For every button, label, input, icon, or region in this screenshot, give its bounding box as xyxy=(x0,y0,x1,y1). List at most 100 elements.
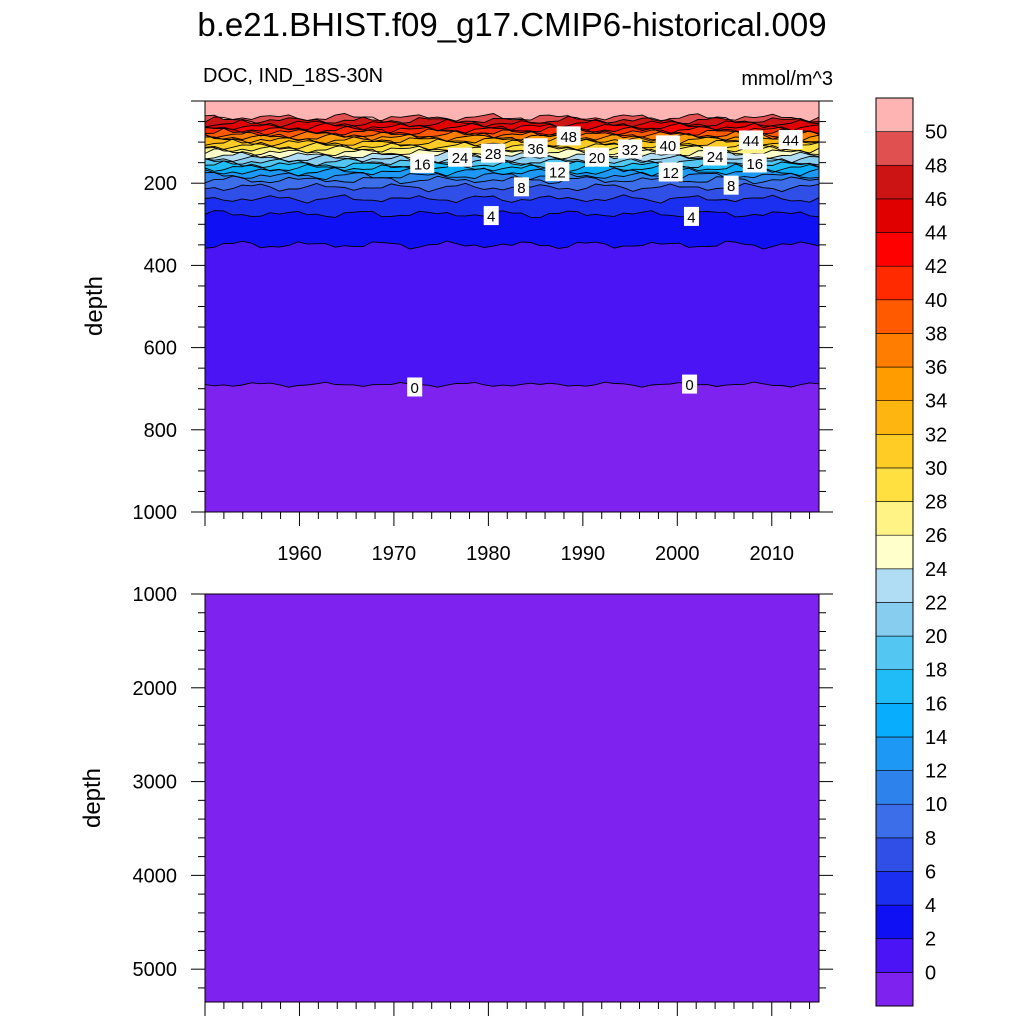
colorbar-frame xyxy=(875,97,914,1007)
colorbar-label: 10 xyxy=(925,794,947,816)
contour-label-box xyxy=(658,162,683,182)
colorbar-label: 20 xyxy=(925,626,947,648)
colorbar-swatch xyxy=(875,433,914,469)
y-tick-label-upper: 1000 xyxy=(133,502,178,524)
colorbar-label: 2 xyxy=(925,929,936,951)
contour-label: 0 xyxy=(685,377,693,394)
colorbar-swatch xyxy=(875,467,914,502)
contour-label-box xyxy=(655,135,680,155)
x-tick-label: 1980 xyxy=(466,543,511,565)
contour-line-2 xyxy=(204,240,820,250)
y-tick-label-upper: 600 xyxy=(144,338,177,360)
y-tick-label-upper: 200 xyxy=(144,173,177,195)
contour-label: 48 xyxy=(560,129,577,146)
colorbar-label: 46 xyxy=(925,189,947,211)
contour-line-12 xyxy=(204,171,820,181)
colorbar-swatch xyxy=(875,299,914,334)
contour-label: 4 xyxy=(687,209,695,226)
contour-label: 8 xyxy=(727,178,735,195)
colorbar-swatch xyxy=(875,366,914,401)
contour-label: 16 xyxy=(746,156,763,173)
contour-label: 0 xyxy=(411,380,419,397)
colorbar-label: 48 xyxy=(925,155,947,177)
y-axis-label-lower: depth xyxy=(79,768,106,828)
y-tick-label-lower: 2000 xyxy=(133,678,178,700)
colorbar-swatch xyxy=(875,131,914,166)
contour-label-box xyxy=(778,130,803,150)
colorbar: 0246810121416182022242628303234363840424… xyxy=(875,97,947,1007)
contour-label-box xyxy=(448,147,473,167)
contour-line-36 xyxy=(204,132,820,142)
contour-line-6 xyxy=(204,194,820,204)
contour-label-box xyxy=(585,147,610,167)
colorbar-swatch xyxy=(875,871,914,906)
y-tick-label-upper: 800 xyxy=(144,420,177,442)
colorbar-label: 44 xyxy=(925,223,947,245)
contour-label: 12 xyxy=(662,165,679,182)
colorbar-swatch xyxy=(875,669,914,704)
contour-label-box xyxy=(683,206,699,226)
colorbar-label: 26 xyxy=(925,525,947,547)
contour-label-box xyxy=(742,153,767,173)
contour-line-46 xyxy=(204,118,820,129)
colorbar-swatch xyxy=(875,602,914,637)
colorbar-swatch xyxy=(875,501,914,536)
chart-title: b.e21.BHIST.f09_g17.CMIP6-historical.009 xyxy=(197,6,826,43)
colorbar-label: 24 xyxy=(925,559,947,581)
contour-line-42 xyxy=(204,125,820,135)
colorbar-label: 30 xyxy=(925,458,947,480)
band-above-50 xyxy=(205,101,819,122)
x-tick-label: 2000 xyxy=(655,543,700,565)
x-tick-label: 1990 xyxy=(561,543,606,565)
colorbar-label: 50 xyxy=(925,122,947,144)
colorbar-swatch xyxy=(875,635,914,671)
contour-line-4 xyxy=(204,210,820,219)
contour-label-box xyxy=(682,374,698,394)
contour-label-box xyxy=(523,138,548,158)
contour-line-8 xyxy=(204,182,820,193)
y-tick-label-lower: 5000 xyxy=(133,959,178,981)
colorbar-label: 16 xyxy=(925,693,947,715)
colorbar-label: 14 xyxy=(925,727,947,749)
colorbar-label: 6 xyxy=(925,861,936,883)
x-tick-label: 1970 xyxy=(372,543,417,565)
colorbar-label: 38 xyxy=(925,323,947,345)
lower-depth-panel: 1000 2000 3000 4000 5000 xyxy=(133,584,833,1016)
lower-fill xyxy=(204,593,820,1003)
colorbar-swatch xyxy=(875,164,914,200)
contour-label-box xyxy=(513,177,529,197)
colorbar-label: 42 xyxy=(925,256,947,278)
y-tick-label-lower: 3000 xyxy=(133,772,178,794)
contour-label-box xyxy=(703,146,728,166)
contour-label: 36 xyxy=(527,141,544,158)
colorbar-swatch xyxy=(875,198,914,233)
contour-label: 8 xyxy=(517,180,525,197)
colorbar-label: 34 xyxy=(925,391,947,413)
colorbar-swatch xyxy=(875,703,914,738)
colorbar-swatch xyxy=(875,770,914,805)
colorbar-swatch xyxy=(875,534,914,570)
colorbar-swatch xyxy=(875,904,914,940)
contour-label-box xyxy=(556,126,581,146)
colorbar-swatch xyxy=(875,736,914,771)
y-tick-label-lower: 1000 xyxy=(133,584,178,606)
x-tick-label: 1960 xyxy=(277,543,322,565)
contour-label-box xyxy=(723,175,739,195)
contour-label: 44 xyxy=(743,133,760,150)
y-axis-label-upper: depth xyxy=(81,276,108,336)
contour-label-box xyxy=(738,130,763,150)
colorbar-swatch xyxy=(875,232,914,267)
contour-label: 44 xyxy=(782,133,799,150)
y-tick-label-lower: 4000 xyxy=(133,865,178,887)
colorbar-swatch xyxy=(875,97,914,132)
colorbar-label: 36 xyxy=(925,357,947,379)
colorbar-swatch xyxy=(875,265,914,301)
colorbar-swatch xyxy=(875,972,914,1007)
contour-label: 40 xyxy=(660,138,677,155)
contour-label-box xyxy=(481,143,506,163)
contour-label: 32 xyxy=(622,142,639,159)
colorbar-swatch xyxy=(875,803,914,839)
contour-line-32 xyxy=(204,138,820,148)
